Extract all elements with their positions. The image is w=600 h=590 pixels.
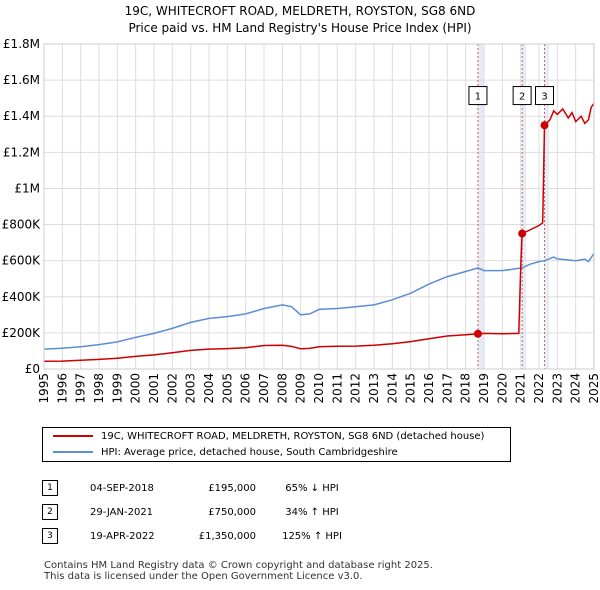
sale-date: 04-SEP-2018 bbox=[90, 482, 154, 494]
x-tick-label: 2018 bbox=[459, 373, 473, 404]
table-row: 2 29-JAN-2021 £750,000 34% ↑ HPI bbox=[42, 500, 368, 524]
sale-hpi-diff: 125% ↑ HPI bbox=[282, 530, 342, 542]
plot-border bbox=[43, 43, 595, 370]
x-tick-label: 2008 bbox=[275, 373, 289, 404]
y-tick-label: £1.4M bbox=[3, 109, 40, 123]
sale-price: £195,000 bbox=[208, 482, 256, 494]
x-tick-label: 2000 bbox=[129, 373, 143, 404]
series-line bbox=[43, 103, 595, 362]
sale-number-badge: 2 bbox=[42, 504, 58, 520]
grid bbox=[43, 43, 595, 370]
x-tick-label: 2015 bbox=[404, 373, 418, 404]
sale-label-text: 3 bbox=[541, 92, 547, 103]
y-tick-label: £400K bbox=[2, 290, 42, 304]
x-tick-label: 1999 bbox=[110, 373, 124, 404]
legend-item-hpi: HPI: Average price, detached house, Sout… bbox=[53, 445, 398, 461]
x-tick-label: 2024 bbox=[569, 373, 583, 404]
x-tick-label: 2009 bbox=[294, 373, 308, 404]
y-tick-label: £800K bbox=[2, 218, 42, 232]
x-tick-label: 1997 bbox=[74, 373, 88, 404]
legend-swatch-property bbox=[53, 435, 93, 437]
x-tick-label: 2014 bbox=[385, 373, 399, 404]
sale-points bbox=[473, 121, 549, 338]
x-tick-label: 2004 bbox=[202, 373, 216, 404]
x-tick-label: 2013 bbox=[367, 373, 381, 404]
sale-point bbox=[518, 229, 527, 238]
x-tick-label: 1998 bbox=[92, 373, 106, 404]
x-tick-label: 1996 bbox=[55, 373, 69, 404]
x-tick-label: 2020 bbox=[495, 373, 509, 404]
sale-price: £750,000 bbox=[208, 506, 256, 518]
x-tick-label: 2005 bbox=[220, 373, 234, 404]
chart-title: 19C, WHITECROFT ROAD, MELDRETH, ROYSTON,… bbox=[124, 4, 476, 18]
footer-copyright: Contains HM Land Registry data © Crown c… bbox=[44, 560, 433, 571]
x-axis-ticks: 1995 1996 1997 1998 1999 2000 2001 2002 2003 2004… bbox=[37, 373, 600, 404]
legend-swatch-hpi bbox=[53, 451, 93, 453]
sale-labels: 1 2 3 bbox=[468, 86, 554, 106]
y-tick-label: £1.2M bbox=[3, 145, 40, 159]
x-tick-label: 2012 bbox=[349, 373, 363, 404]
sale-number-badge: 3 bbox=[42, 528, 58, 544]
x-tick-label: 2025 bbox=[587, 373, 600, 404]
sale-label-box bbox=[512, 86, 532, 106]
y-tick-label: £200K bbox=[2, 326, 42, 340]
x-tick-label: 2016 bbox=[422, 373, 436, 404]
y-axis-ticks: £0 £200K £400K £600K £800K £1M £1.2M £1.4M £1.6M… bbox=[2, 37, 42, 376]
x-tick-label: 2002 bbox=[165, 373, 179, 404]
legend-label-property: 19C, WHITECROFT ROAD, MELDRETH, ROYSTON,… bbox=[101, 431, 485, 442]
sales-table: 1 04-SEP-2018 £195,000 65% ↓ HPI 2 29-JA… bbox=[42, 476, 368, 548]
x-tick-label: 1995 bbox=[37, 373, 51, 404]
legend-label-hpi: HPI: Average price, detached house, Sout… bbox=[101, 447, 398, 458]
y-tick-label: £1.6M bbox=[3, 73, 40, 87]
y-tick-label: £600K bbox=[2, 254, 42, 268]
series bbox=[43, 103, 595, 362]
shaded-range bbox=[544, 44, 550, 369]
y-tick-label: £1.8M bbox=[3, 37, 40, 51]
x-tick-label: 2003 bbox=[184, 373, 198, 404]
sale-date: 19-APR-2022 bbox=[90, 530, 155, 542]
legend-item-property: 19C, WHITECROFT ROAD, MELDRETH, ROYSTON,… bbox=[53, 429, 484, 445]
footer: Contains HM Land Registry data © Crown c… bbox=[44, 560, 433, 582]
x-tick-label: 2022 bbox=[532, 373, 546, 404]
sale-label-box bbox=[468, 86, 488, 106]
footer-licence: This data is licensed under the Open Gov… bbox=[44, 571, 363, 582]
x-tick-label: 2001 bbox=[147, 373, 161, 404]
chart-subtitle: Price paid vs. HM Land Registry's House … bbox=[128, 21, 472, 35]
sale-date: 29-JAN-2021 bbox=[90, 506, 154, 518]
table-row: 1 04-SEP-2018 £195,000 65% ↓ HPI bbox=[42, 476, 368, 500]
sale-hpi-diff: 34% ↑ HPI bbox=[285, 506, 339, 518]
y-tick-label: £0 bbox=[25, 362, 40, 376]
sale-label-text: 2 bbox=[519, 92, 525, 103]
x-tick-label: 2007 bbox=[257, 373, 271, 404]
sale-price: £1,350,000 bbox=[198, 530, 256, 542]
shaded-range bbox=[477, 44, 484, 369]
sale-point bbox=[540, 121, 549, 130]
x-tick-label: 2023 bbox=[550, 373, 564, 404]
sale-marker-lines bbox=[477, 44, 545, 369]
sale-label-box bbox=[535, 86, 554, 106]
legend: 19C, WHITECROFT ROAD, MELDRETH, ROYSTON,… bbox=[42, 427, 511, 462]
x-tick-label: 2019 bbox=[477, 373, 491, 404]
x-tick-label: 2006 bbox=[239, 373, 253, 404]
x-tick-label: 2011 bbox=[330, 373, 344, 404]
x-tick-label: 2010 bbox=[312, 373, 326, 404]
sale-hpi-diff: 65% ↓ HPI bbox=[285, 482, 339, 494]
table-row: 3 19-APR-2022 £1,350,000 125% ↑ HPI bbox=[42, 524, 368, 548]
sale-point bbox=[473, 329, 482, 338]
x-tick-label: 2017 bbox=[440, 373, 454, 404]
y-tick-label: £1M bbox=[14, 181, 40, 195]
sale-label-text: 1 bbox=[475, 92, 481, 103]
sale-number-badge: 1 bbox=[42, 480, 58, 496]
shaded-range bbox=[522, 44, 527, 369]
x-tick-label: 2021 bbox=[514, 373, 528, 404]
series-line bbox=[43, 252, 595, 350]
